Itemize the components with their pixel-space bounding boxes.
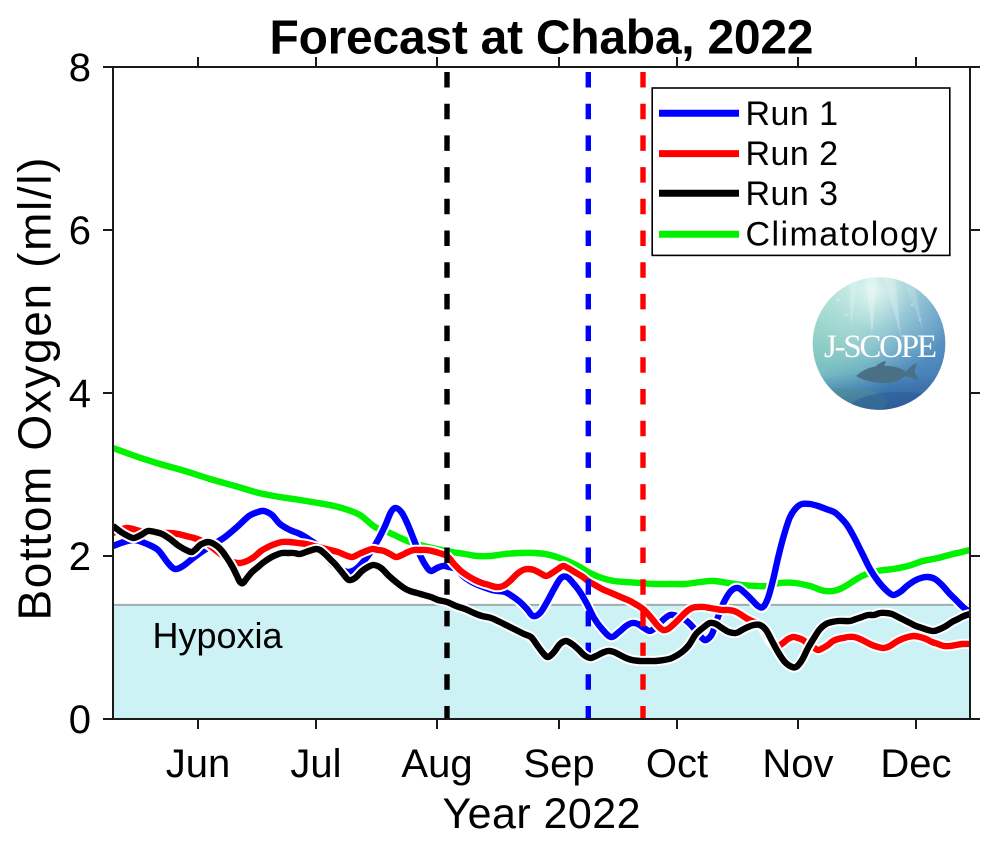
svg-text:2: 2 (69, 535, 91, 579)
svg-text:6: 6 (69, 209, 91, 253)
svg-text:Climatology: Climatology (746, 216, 938, 254)
svg-text:Jun: Jun (166, 742, 231, 786)
svg-text:Jul: Jul (290, 742, 341, 786)
svg-text:Run 2: Run 2 (746, 135, 839, 173)
svg-text:Bottom Oxygen (ml/l): Bottom Oxygen (ml/l) (9, 158, 61, 621)
svg-text:Nov: Nov (762, 742, 833, 786)
svg-text:Aug: Aug (401, 742, 472, 786)
svg-text:Sep: Sep (523, 742, 594, 786)
svg-text:4: 4 (69, 372, 91, 416)
svg-text:8: 8 (69, 46, 91, 90)
svg-text:Hypoxia: Hypoxia (153, 615, 284, 656)
svg-text:Run 1: Run 1 (746, 95, 839, 133)
svg-text:Forecast at Chaba, 2022: Forecast at Chaba, 2022 (270, 12, 814, 65)
svg-text:0: 0 (69, 698, 91, 742)
svg-text:Run 3: Run 3 (746, 175, 839, 213)
svg-text:Oct: Oct (646, 742, 708, 786)
svg-text:J-SCOPE: J-SCOPE (824, 329, 937, 365)
svg-text:Dec: Dec (880, 742, 951, 786)
svg-text:Year 2022: Year 2022 (443, 790, 641, 838)
